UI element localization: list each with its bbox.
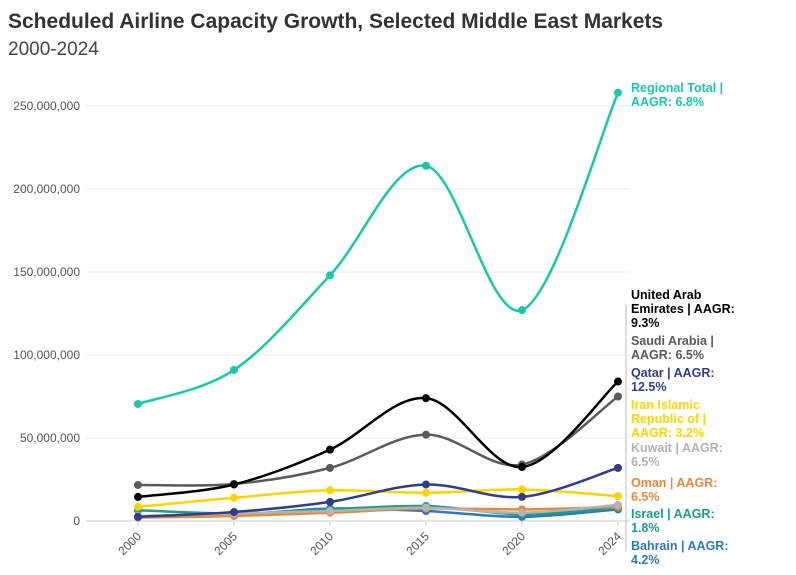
- data-point: [230, 365, 238, 374]
- series-line: [137, 395, 619, 487]
- y-tick-label: 0: [73, 514, 80, 528]
- data-point: [134, 492, 142, 501]
- data-point: [134, 480, 142, 489]
- y-tick-label: 150,000,000: [13, 265, 80, 279]
- series-label: Regional Total | AAGR: 6.8%: [631, 81, 724, 109]
- chart-subtitle: 2000-2024: [8, 39, 99, 60]
- chart-title: Scheduled Airline Capacity Growth, Selec…: [8, 10, 664, 33]
- data-point: [518, 492, 526, 501]
- series-label: United Arab Emirates | AAGR: 9.3%: [631, 288, 735, 330]
- data-point: [326, 486, 334, 495]
- x-tick-label: 2024: [595, 529, 624, 558]
- data-point: [422, 161, 430, 170]
- x-tick-label: 2020: [499, 529, 528, 558]
- data-point: [614, 492, 622, 501]
- data-point: [134, 399, 142, 408]
- series-label: Israel | AAGR: 1.8%: [631, 507, 715, 535]
- x-tick-label: 2015: [403, 529, 432, 558]
- data-point: [422, 488, 430, 497]
- data-point: [326, 271, 334, 280]
- data-point: [518, 485, 526, 494]
- data-point: [326, 497, 334, 506]
- data-point: [422, 394, 430, 403]
- x-tick-label: 2000: [115, 529, 144, 558]
- x-tick-label: 2010: [307, 529, 336, 558]
- y-tick-label: 200,000,000: [13, 182, 80, 196]
- series-label: Iran Islamic Republic of | AAGR: 3.2%: [631, 398, 707, 440]
- y-tick-label: 250,000,000: [13, 99, 80, 113]
- series-line: [137, 92, 620, 406]
- series-label: Kuwait | AAGR: 6.5%: [631, 441, 723, 469]
- data-point: [614, 377, 622, 386]
- y-tick-label: 100,000,000: [13, 348, 80, 362]
- data-point: [230, 480, 238, 489]
- series-line: [137, 505, 619, 519]
- series-label: Qatar | AAGR: 12.5%: [631, 366, 715, 394]
- data-point: [614, 500, 622, 509]
- data-point: [326, 463, 334, 472]
- series-label: Oman | AAGR: 6.5%: [631, 476, 718, 504]
- data-point: [326, 507, 334, 516]
- data-point: [422, 430, 430, 439]
- data-point: [230, 508, 238, 517]
- series-label: Saudi Arabia | AAGR: 6.5%: [631, 334, 714, 362]
- data-point: [326, 445, 334, 454]
- data-point: [518, 463, 526, 472]
- series-line: [137, 380, 619, 499]
- x-tick-label: 2005: [211, 529, 240, 558]
- data-point: [518, 306, 526, 315]
- data-point: [614, 392, 622, 401]
- series-line: [137, 466, 619, 519]
- data-point: [614, 463, 622, 472]
- data-point: [422, 480, 430, 489]
- y-tick-label: 50,000,000: [20, 431, 80, 445]
- data-point: [134, 512, 142, 521]
- data-point: [518, 508, 526, 517]
- data-point: [614, 88, 622, 97]
- data-point: [134, 502, 142, 511]
- data-point: [422, 503, 430, 512]
- data-point: [230, 493, 238, 502]
- series-label: Bahrain | AAGR: 4.2%: [631, 539, 729, 567]
